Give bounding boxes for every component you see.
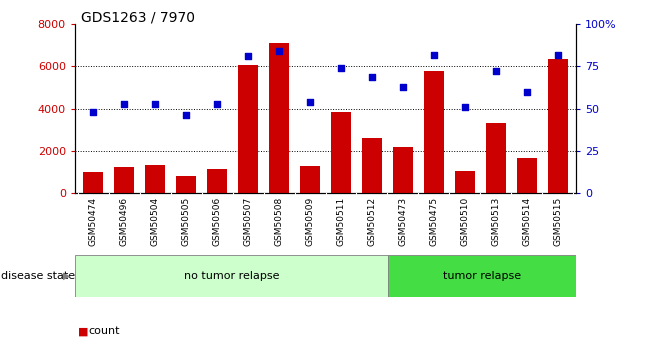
Text: GSM50512: GSM50512	[367, 197, 376, 246]
Text: GDS1263 / 7970: GDS1263 / 7970	[81, 10, 195, 24]
Point	[552, 52, 562, 57]
Point	[150, 101, 161, 106]
Text: GSM50504: GSM50504	[151, 197, 159, 246]
Bar	[176, 176, 197, 193]
Bar	[83, 172, 104, 193]
Point	[274, 48, 284, 54]
Bar	[424, 71, 444, 193]
Text: GSM50474: GSM50474	[89, 197, 98, 246]
Point	[212, 101, 223, 106]
Text: count: count	[88, 326, 119, 336]
Text: GSM50496: GSM50496	[120, 197, 129, 246]
Bar	[393, 147, 413, 193]
Bar	[517, 158, 536, 193]
Text: disease state: disease state	[1, 271, 76, 281]
Text: GSM50508: GSM50508	[275, 197, 284, 246]
Point	[89, 109, 99, 115]
Text: GSM50505: GSM50505	[182, 197, 191, 246]
Bar	[238, 65, 258, 193]
Bar	[331, 112, 351, 193]
Point	[181, 113, 191, 118]
Point	[305, 99, 315, 105]
Bar	[207, 169, 227, 193]
Point	[398, 84, 408, 89]
Bar	[454, 171, 475, 193]
Text: GSM50509: GSM50509	[305, 197, 314, 246]
Bar	[300, 166, 320, 193]
Text: GSM50513: GSM50513	[492, 197, 500, 246]
Bar	[547, 59, 568, 193]
Point	[490, 69, 501, 74]
Bar	[486, 124, 506, 193]
Point	[521, 89, 532, 95]
Text: GSM50514: GSM50514	[522, 197, 531, 246]
Text: tumor relapse: tumor relapse	[443, 271, 521, 281]
Point	[367, 74, 377, 79]
Text: GSM50510: GSM50510	[460, 197, 469, 246]
Point	[119, 101, 130, 106]
Point	[243, 53, 253, 59]
Text: ■: ■	[78, 326, 89, 336]
Bar	[115, 167, 134, 193]
Point	[460, 104, 470, 110]
Text: GSM50475: GSM50475	[429, 197, 438, 246]
Text: GSM50515: GSM50515	[553, 197, 562, 246]
Bar	[362, 138, 382, 193]
Text: no tumor relapse: no tumor relapse	[184, 271, 279, 281]
Bar	[145, 165, 165, 193]
Point	[336, 65, 346, 71]
Bar	[75, 255, 388, 297]
Point	[428, 52, 439, 57]
Text: ▶: ▶	[62, 271, 70, 281]
Bar	[388, 255, 576, 297]
Text: GSM50511: GSM50511	[337, 197, 346, 246]
Text: GSM50506: GSM50506	[213, 197, 222, 246]
Text: GSM50473: GSM50473	[398, 197, 408, 246]
Bar	[269, 43, 289, 193]
Text: GSM50507: GSM50507	[243, 197, 253, 246]
